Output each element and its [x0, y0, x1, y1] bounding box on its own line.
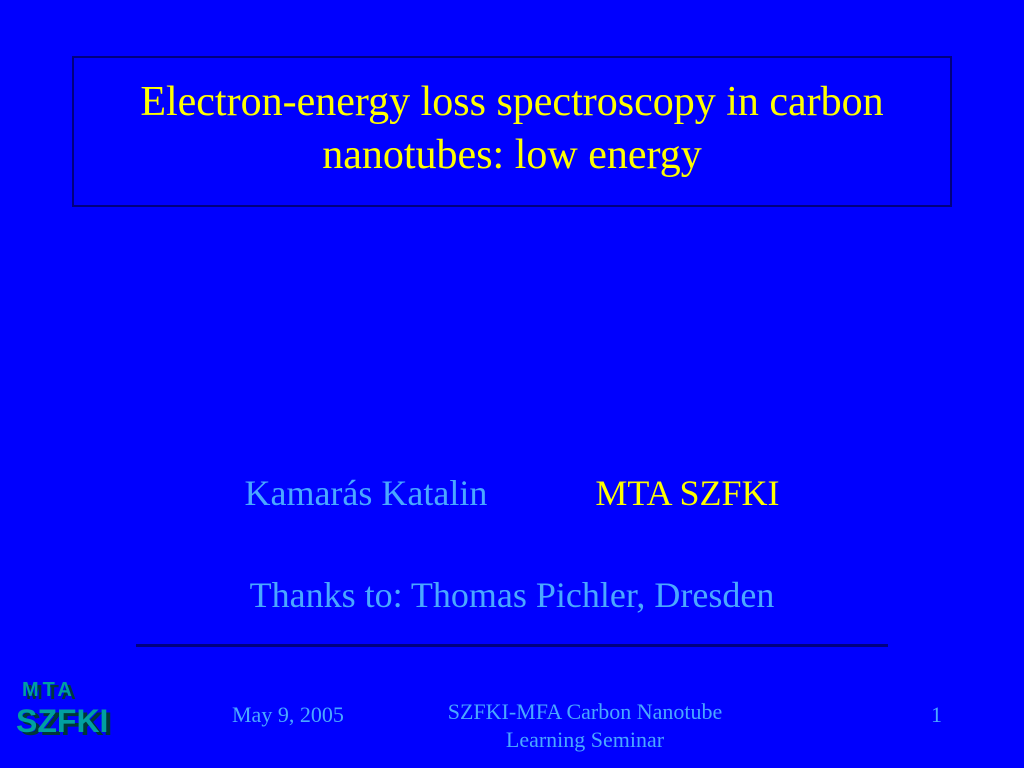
- slide-title-box: Electron-energy loss spectroscopy in car…: [72, 56, 952, 207]
- svg-text:MTA: MTA: [22, 679, 76, 701]
- footer-venue: SZFKI-MFA Carbon Nanotube Learning Semin…: [400, 698, 770, 753]
- footer-divider: [136, 644, 888, 647]
- acknowledgement: Thanks to: Thomas Pichler, Dresden: [0, 574, 1024, 616]
- author-name: Kamarás Katalin: [244, 473, 487, 513]
- footer-page-number: 1: [931, 702, 942, 728]
- author-affiliation: MTA SZFKI: [595, 473, 779, 513]
- author-line: Kamarás Katalin MTA SZFKI: [0, 472, 1024, 514]
- slide-title: Electron-energy loss spectroscopy in car…: [140, 79, 883, 178]
- svg-text:SZFKI: SZFKI: [16, 703, 108, 739]
- szfki-logo: MTA SZFKI MTA SZFKI: [16, 676, 126, 748]
- footer-venue-line1: SZFKI-MFA Carbon Nanotube: [448, 699, 723, 724]
- footer-venue-line2: Learning Seminar: [506, 727, 664, 752]
- footer-date: May 9, 2005: [232, 702, 344, 728]
